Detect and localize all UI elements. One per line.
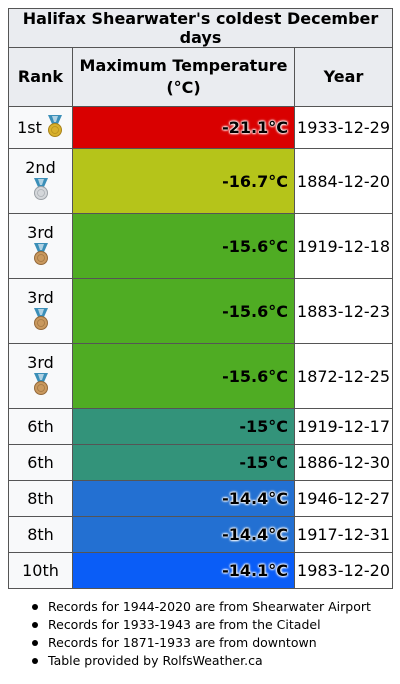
temperature-cell: -15.6°C: [72, 213, 295, 279]
rank-label: 3rd: [27, 222, 54, 242]
date-cell: 1933-12-29: [293, 106, 394, 149]
date-cell: 1946-12-27: [293, 480, 394, 517]
rank-cell: 3rd: [8, 278, 73, 344]
rank-cell: 8th: [8, 480, 73, 517]
footnotes-list: Records for 1944-2020 are from Shearwate…: [32, 598, 392, 670]
temperature-cell: -15°C: [72, 444, 295, 481]
rank-label: 2nd: [25, 157, 56, 177]
temperature-cell: -14.4°C: [72, 516, 295, 553]
year-header: Year: [293, 47, 394, 107]
footnote-text: Records for 1871-1933 are from downtown: [48, 635, 317, 650]
temperature-header: Maximum Temperature (°C): [72, 47, 295, 107]
rank-label: 8th: [27, 489, 54, 508]
rank-cell: 2nd: [8, 148, 73, 214]
date-cell: 1886-12-30: [293, 444, 394, 481]
footnote-item: Records for 1871-1933 are from downtown: [32, 634, 392, 652]
footnote-item: Records for 1944-2020 are from Shearwate…: [32, 598, 392, 616]
temperature-value: -16.7°C: [222, 171, 288, 191]
bullet-icon: [32, 604, 38, 610]
footnote-item: Table provided by RolfsWeather.ca: [32, 652, 392, 670]
footnote-item: Records for 1933-1943 are from the Citad…: [32, 616, 392, 634]
temperature-value: -14.4°C: [222, 489, 288, 508]
rank-cell: 8th: [8, 516, 73, 553]
table-row: 8th -14.4°C 1917-12-31: [8, 516, 394, 553]
table-row: 3rd -15.6°C 1919-12-18: [8, 213, 394, 279]
gold-medal-icon: [46, 114, 64, 142]
table-row: 8th -14.4°C 1946-12-27: [8, 480, 394, 517]
temperature-value: -15°C: [239, 453, 288, 472]
rank-cell: 3rd: [8, 343, 73, 409]
footnote-text: Records for 1933-1943 are from the Citad…: [48, 617, 321, 632]
date-cell: 1983-12-20: [293, 552, 394, 589]
temperature-value: -15.6°C: [222, 236, 288, 256]
rank-label: 6th: [27, 453, 54, 472]
rank-label: 8th: [27, 525, 54, 544]
table-row: 1st -21.1°C 1933-12-29: [8, 106, 394, 149]
temperature-cell: -15°C: [72, 408, 295, 445]
temperature-cell: -15.6°C: [72, 343, 295, 409]
temperature-value: -14.1°C: [222, 561, 288, 580]
table-row: 6th -15°C 1886-12-30: [8, 444, 394, 481]
temperature-header-label: Maximum Temperature (°C): [79, 56, 288, 97]
table-row: 2nd -16.7°C 1884-12-20: [8, 148, 394, 214]
date-cell: 1872-12-25: [293, 343, 394, 409]
records-table-container: Halifax Shearwater's coldest December da…: [7, 8, 394, 589]
temperature-value: -15.6°C: [222, 301, 288, 321]
rank-label: 1st: [17, 118, 42, 137]
silver-medal-icon: [32, 177, 50, 205]
temperature-cell: -15.6°C: [72, 278, 295, 344]
table-row: 6th -15°C 1919-12-17: [8, 408, 394, 445]
bronze-medal-icon: [32, 372, 50, 400]
rank-label: 10th: [22, 561, 59, 580]
table-body: 1st -21.1°C 1933-12-29 2nd -16.7°C 1884-12-20…: [8, 106, 394, 589]
footnote-text: Table provided by RolfsWeather.ca: [48, 653, 263, 668]
temperature-cell: -14.4°C: [72, 480, 295, 517]
table-title: Halifax Shearwater's coldest December da…: [7, 8, 394, 48]
date-cell: 1883-12-23: [293, 278, 394, 344]
rank-cell: 1st: [8, 106, 73, 149]
date-cell: 1884-12-20: [293, 148, 394, 214]
temperature-cell: -14.1°C: [72, 552, 295, 589]
rank-label: 6th: [27, 417, 54, 436]
bullet-icon: [32, 640, 38, 646]
date-cell: 1919-12-18: [293, 213, 394, 279]
temperature-value: -21.1°C: [222, 118, 288, 137]
date-cell: 1917-12-31: [293, 516, 394, 553]
rank-header: Rank: [8, 47, 73, 107]
rank-cell: 6th: [8, 444, 73, 481]
records-table: Halifax Shearwater's coldest December da…: [7, 8, 394, 589]
rank-cell: 3rd: [8, 213, 73, 279]
rank-label: 3rd: [27, 352, 54, 372]
date-cell: 1919-12-17: [293, 408, 394, 445]
rank-cell: 6th: [8, 408, 73, 445]
temperature-value: -15°C: [239, 417, 288, 436]
footnote-text: Records for 1944-2020 are from Shearwate…: [48, 599, 371, 614]
table-row: 10th -14.1°C 1983-12-20: [8, 552, 394, 589]
temperature-value: -14.4°C: [222, 525, 288, 544]
bullet-icon: [32, 658, 38, 664]
bullet-icon: [32, 622, 38, 628]
rank-cell: 10th: [8, 552, 73, 589]
temperature-value: -15.6°C: [222, 366, 288, 386]
rank-label: 3rd: [27, 287, 54, 307]
temperature-cell: -21.1°C: [72, 106, 295, 149]
table-row: 3rd -15.6°C 1883-12-23: [8, 278, 394, 344]
bronze-medal-icon: [32, 242, 50, 270]
table-row: 3rd -15.6°C 1872-12-25: [8, 343, 394, 409]
bronze-medal-icon: [32, 307, 50, 335]
temperature-cell: -16.7°C: [72, 148, 295, 214]
